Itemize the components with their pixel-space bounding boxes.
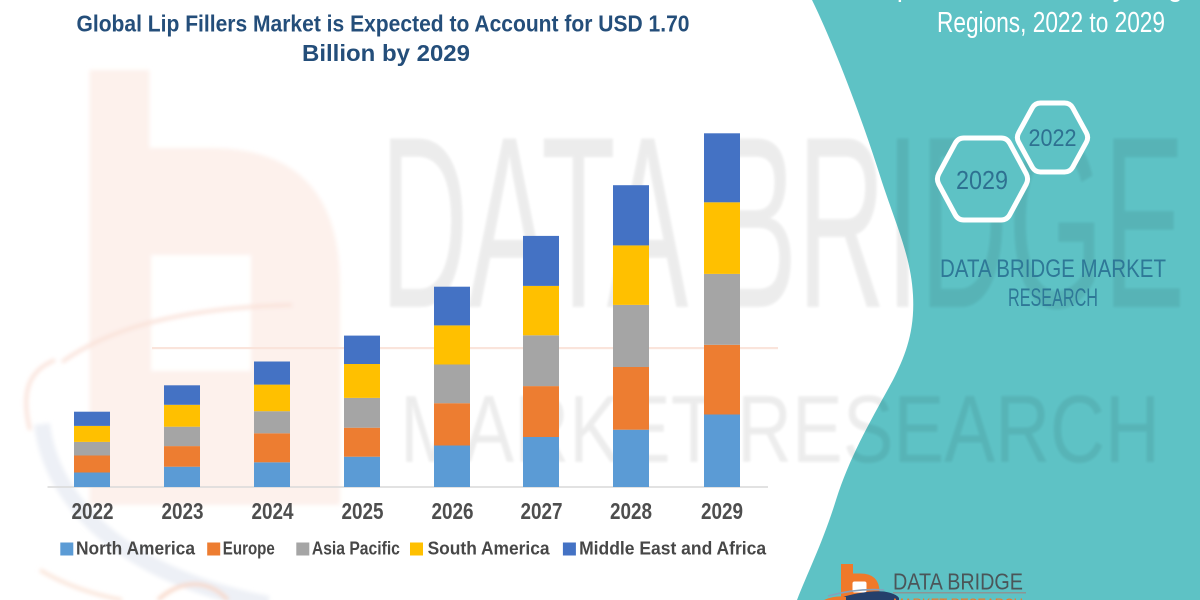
svg-text:Regions, 2022 to 2029: Regions, 2022 to 2029 <box>937 7 1165 39</box>
svg-text:2024: 2024 <box>252 498 294 524</box>
svg-text:2027: 2027 <box>521 498 563 524</box>
svg-text:2022: 2022 <box>72 498 114 524</box>
svg-text:South America: South America <box>428 539 551 559</box>
svg-text:2029: 2029 <box>701 498 743 524</box>
svg-text:DATA BRIDGE MARKET: DATA BRIDGE MARKET <box>940 255 1166 283</box>
svg-text:2029: 2029 <box>956 165 1008 195</box>
svg-text:2028: 2028 <box>610 498 652 524</box>
svg-text:Asia Pacific: Asia Pacific <box>312 539 400 559</box>
svg-text:MARKET RESEARCH: MARKET RESEARCH <box>893 597 1023 600</box>
svg-text:2026: 2026 <box>432 498 474 524</box>
svg-text:DATA BRIDGE: DATA BRIDGE <box>893 569 1023 595</box>
svg-text:Global Lip Fillers Market is E: Global Lip Fillers Market is Expected to… <box>77 11 690 37</box>
svg-text:Europe: Europe <box>223 539 275 559</box>
svg-text:Billion by 2029: Billion by 2029 <box>302 40 470 66</box>
svg-text:2025: 2025 <box>342 498 384 524</box>
svg-text:Lip Fillers Market, By Region,: Lip Fillers Market, By Region, <box>876 0 1200 3</box>
svg-text:2022: 2022 <box>1029 125 1077 152</box>
svg-text:2023: 2023 <box>162 498 204 524</box>
svg-text:MARKET RESEARCH: MARKET RESEARCH <box>400 376 1160 483</box>
svg-text:Middle East and Africa: Middle East and Africa <box>579 539 767 559</box>
svg-text:RESEARCH: RESEARCH <box>1008 284 1098 312</box>
svg-text:North America: North America <box>76 539 196 559</box>
